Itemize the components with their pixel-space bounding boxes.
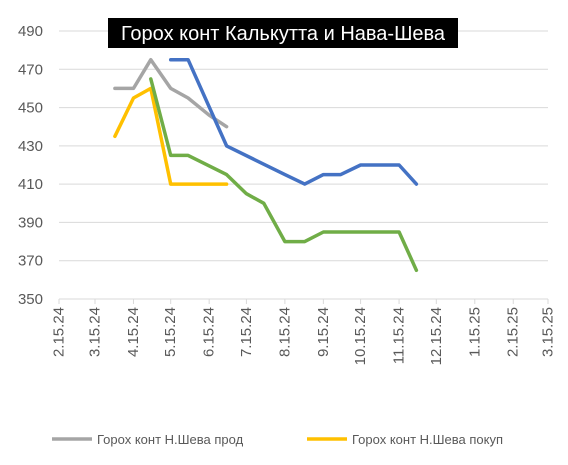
x-tick-label: 2.15.25 (505, 307, 522, 357)
title-text: Горох конт Калькутта и Нава-Шева (121, 23, 446, 45)
series-line-1 (113, 57, 229, 129)
x-tick-label: 3.15.25 (540, 307, 557, 357)
series-line-2 (113, 86, 229, 186)
legend-label: Горох конт Н.Шева прод (97, 432, 244, 447)
title-background (108, 18, 458, 48)
x-tick-label: 7.15.24 (238, 307, 255, 357)
x-tick-label: 2.15.24 (51, 307, 68, 357)
x-tick-label: 3.15.24 (86, 307, 103, 357)
y-axis-tick-labels: 350 370 390 410 430 450 470 490 (18, 23, 43, 308)
y-tick-label: 350 (18, 291, 43, 308)
legend-label: Горох конт Н.Шева покуп (352, 432, 503, 447)
y-tick-label: 390 (18, 214, 43, 231)
grid (59, 30, 548, 262)
series-line-4 (149, 77, 419, 273)
x-tick-label: 5.15.24 (162, 307, 179, 357)
x-tick-label: 8.15.24 (276, 307, 293, 357)
series-line-3 (168, 57, 419, 186)
x-axis (58, 298, 549, 304)
x-tick-label: 9.15.24 (315, 307, 332, 357)
x-axis-tick-labels: 2.15.24 3.15.24 4.15.24 5.15.24 6.15.24 7.15.… (51, 307, 557, 365)
series-lines (113, 57, 419, 273)
y-tick-label: 410 (18, 176, 43, 193)
y-tick-label: 470 (18, 61, 43, 78)
x-tick-label: 11.15.24 (391, 307, 408, 364)
legend: Горох конт Н.Шева прод Горох конт Н.Шева … (52, 432, 503, 447)
y-tick-label: 490 (18, 23, 43, 40)
y-tick-label: 430 (18, 138, 43, 155)
y-tick-label: 370 (18, 253, 43, 270)
x-tick-label: 10.15.24 (352, 307, 369, 365)
y-tick-label: 450 (18, 100, 43, 117)
x-tick-label: 4.15.24 (125, 307, 142, 357)
x-tick-label: 1.15.25 (466, 307, 483, 357)
chart-title: Горох конт Калькутта и Нава-Шева (108, 18, 458, 48)
x-tick-label: 12.15.24 (428, 307, 445, 365)
x-tick-label: 6.15.24 (201, 307, 218, 357)
